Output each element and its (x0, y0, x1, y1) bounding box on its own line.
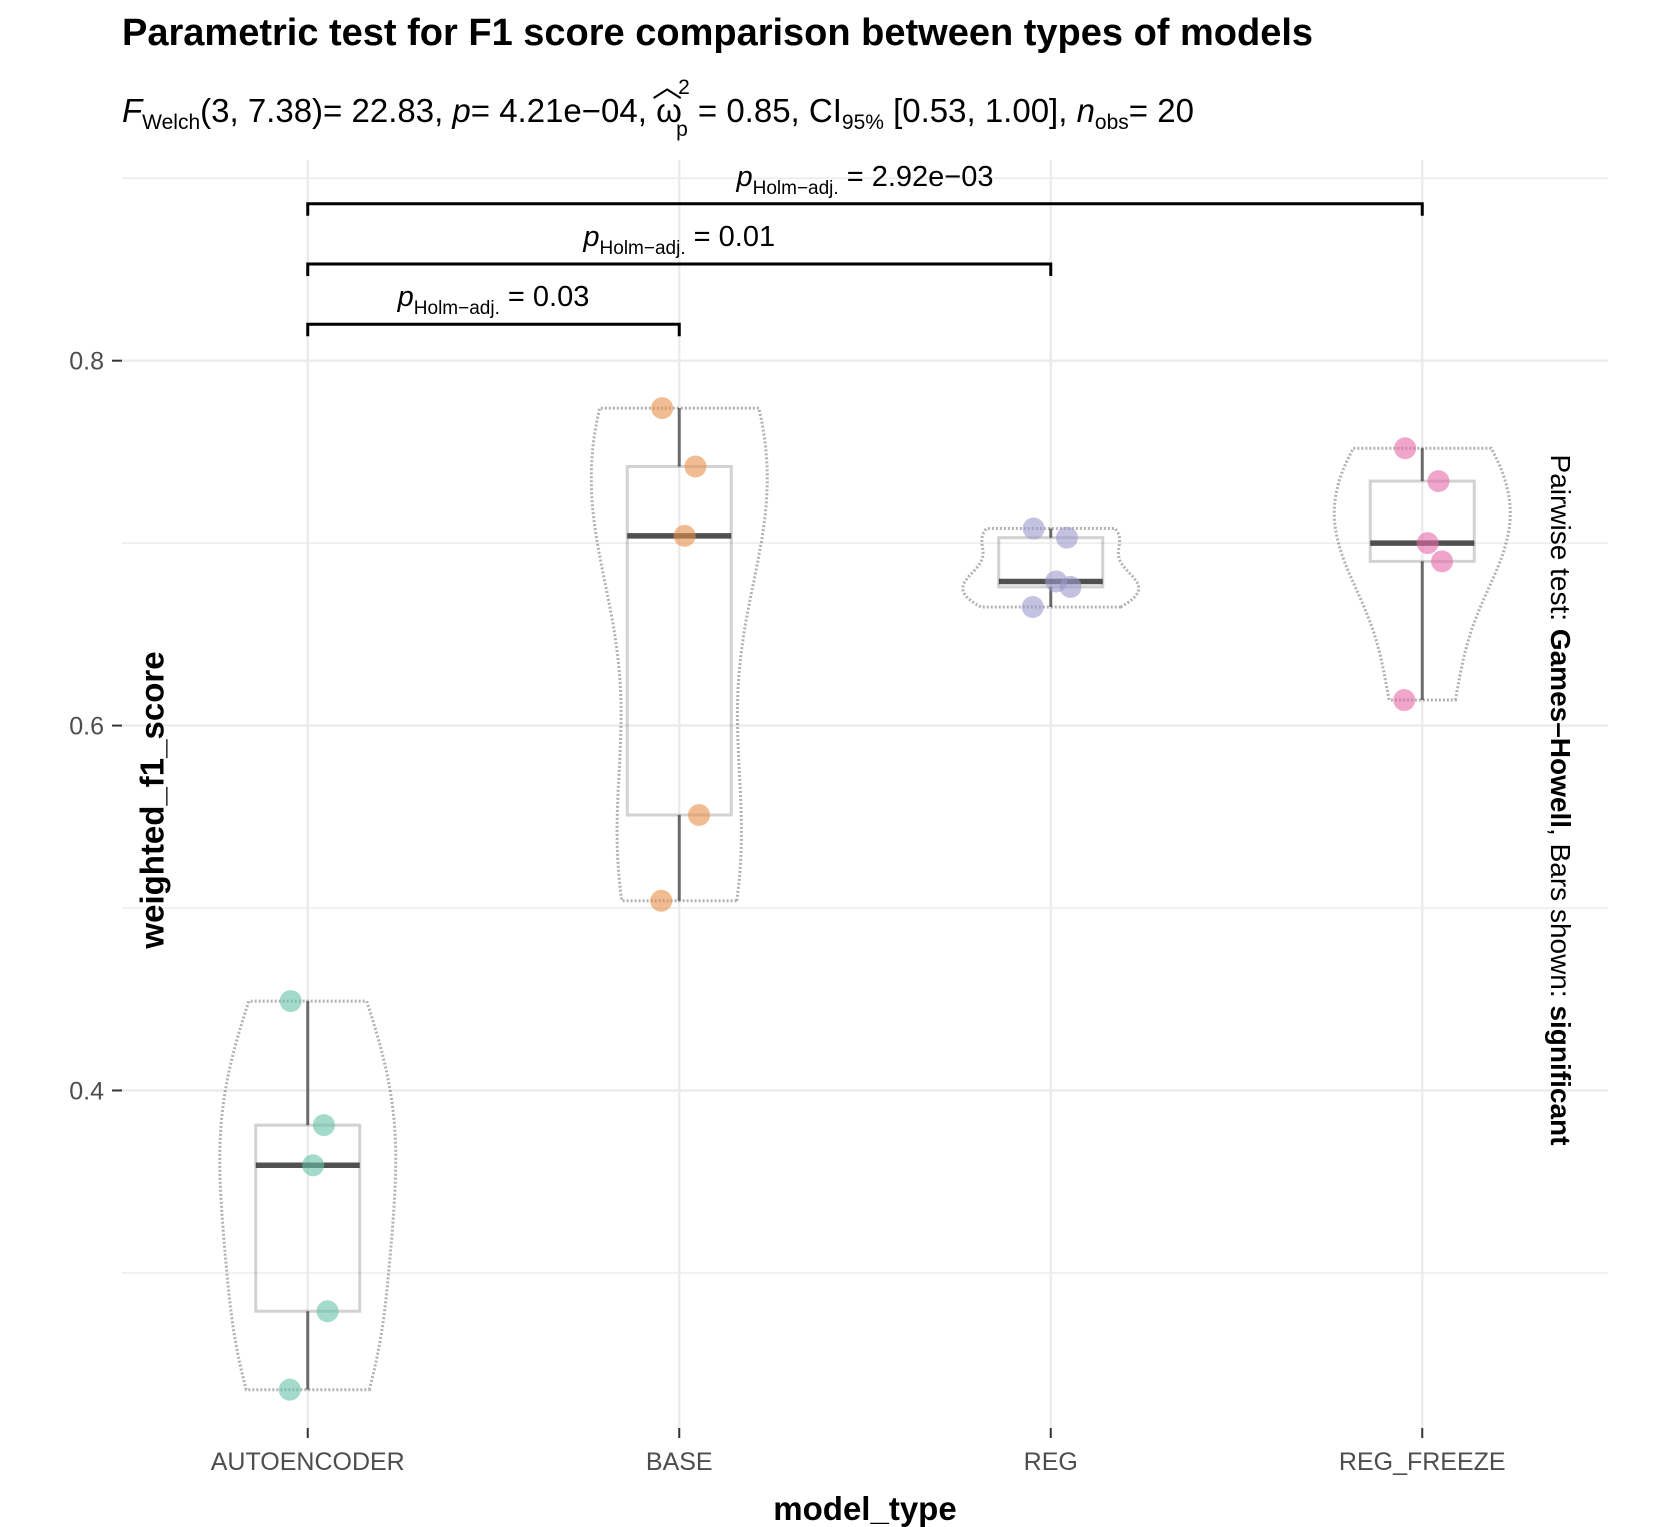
violin-outline (1332, 446, 1512, 702)
x-axis-label: model_type (773, 1490, 956, 1527)
x-tick-label: BASE (646, 1448, 713, 1476)
hat-icon: ︿ (652, 71, 683, 104)
data-point (1431, 550, 1454, 573)
effect-value: = 0.85, CI (697, 92, 842, 129)
significance-bracket (306, 202, 1424, 216)
data-point (1059, 575, 1082, 598)
significance-bracket (306, 262, 1053, 276)
f-stat-args: (3, 7.38) (200, 92, 324, 129)
f-stat-label: F (122, 92, 143, 129)
x-tick-label: REG_FREEZE (1339, 1448, 1506, 1476)
significance-label: pHolm−adj. = 0.01 (582, 221, 775, 259)
x-tick-label: REG (1024, 1448, 1078, 1476)
effect-sub: p (676, 118, 688, 141)
caption-prefix: Pairwise test: (1545, 454, 1576, 629)
f-stat-sub: Welch (142, 111, 201, 134)
y-axis-label: weighted_f1_score (133, 651, 171, 949)
data-point (312, 1114, 335, 1137)
data-point (1416, 532, 1439, 555)
p-value: = 4.21e−04, (470, 92, 657, 129)
pairwise-caption: Pairwise test: Games–Howell, Bars shown:… (1544, 455, 1576, 1146)
n-value: = 20 (1128, 92, 1194, 129)
data-point (650, 889, 673, 912)
n-sub: obs (1094, 111, 1129, 134)
data-point (651, 397, 674, 420)
y-tick-label: 0.8 (69, 348, 104, 376)
caption-test: Games–Howell (1545, 628, 1576, 829)
f-stat-value: = 22.83, (323, 92, 453, 129)
violin-outline (589, 406, 769, 903)
data-point (1394, 437, 1417, 460)
data-point (1055, 526, 1078, 549)
data-point (278, 1378, 301, 1401)
data-point (279, 990, 302, 1013)
significance-bracket (306, 322, 681, 337)
effect-size-symbol: ︿ ω 2 p (652, 71, 690, 141)
data-point (684, 455, 707, 478)
chart-subtitle: FWelch(3, 7.38)= 22.83, p= 4.21e−04, ︿ ω 2… (122, 71, 1194, 141)
box-rect (1368, 479, 1476, 563)
data-point (1021, 595, 1044, 618)
data-point (1022, 517, 1045, 540)
significance-label: pHolm−adj. = 0.03 (397, 281, 590, 319)
data-point (302, 1154, 325, 1177)
box-rect (625, 465, 733, 817)
violin-outline (218, 999, 398, 1392)
data-point (316, 1300, 339, 1323)
ci-sub: 95% (841, 111, 884, 134)
data-point (688, 803, 711, 826)
caption-bars: significant (1545, 1005, 1576, 1146)
significance-label: pHolm−adj. = 2.92e−03 (735, 161, 993, 199)
p-label: p (452, 92, 471, 129)
ci-value: [0.53, 1.00], (883, 92, 1077, 129)
y-tick-label: 0.6 (69, 713, 104, 741)
effect-sup: 2 (678, 76, 690, 99)
data-point (673, 524, 696, 547)
effect-symbol: ω (656, 92, 682, 129)
x-tick-label: AUTOENCODER (211, 1448, 405, 1476)
chart-title: Parametric test for F1 score comparison … (122, 12, 1314, 54)
box-rect (254, 1123, 362, 1313)
data-point (1393, 689, 1416, 712)
n-label: n (1076, 92, 1095, 129)
data-point (1427, 470, 1450, 493)
caption-mid: , Bars shown: (1545, 828, 1576, 1006)
y-tick-label: 0.4 (69, 1077, 104, 1105)
